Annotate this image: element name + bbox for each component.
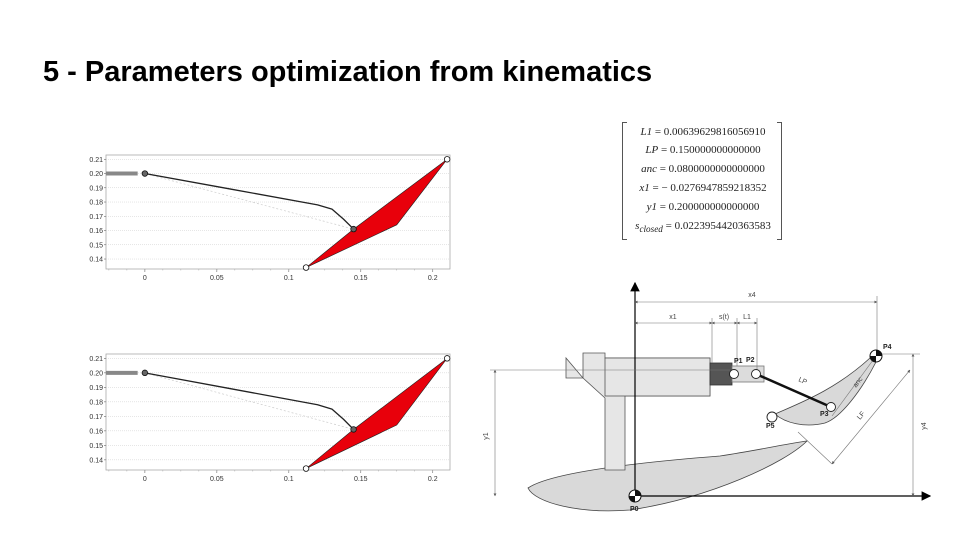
label-p5: P5: [766, 423, 775, 430]
joint-point: [350, 426, 357, 433]
y-tick-label: 0.19: [89, 385, 103, 392]
label-p0: P0: [630, 506, 639, 513]
y-tick-label: 0.14: [89, 257, 103, 264]
y-tick-label: 0.20: [89, 171, 103, 178]
y-tick-label: 0.16: [89, 228, 103, 235]
joint-p5: [766, 411, 778, 423]
label-x4: x4: [748, 292, 756, 299]
x-tick-label: 0.05: [210, 476, 224, 483]
x-tick-label: 0.05: [210, 275, 224, 282]
y-tick-label: 0.17: [89, 214, 103, 221]
param-anc: anc = 0.0800000000000000: [641, 163, 765, 175]
label-p1: P1: [734, 358, 743, 365]
x-tick-label: 0.2: [428, 476, 438, 483]
joint-point: [350, 225, 357, 233]
x-tick-label: 0.1: [284, 476, 294, 483]
joint-point: [141, 170, 149, 177]
matrix-left-bracket: [622, 122, 627, 240]
joint-point: [302, 264, 310, 271]
y-tick-label: 0.20: [89, 370, 103, 377]
x-tick-label: 0.15: [354, 275, 368, 282]
x-tick-label: 0: [143, 275, 147, 282]
housing-body: [604, 357, 711, 397]
param-s-closed: sclosed = 0.0223954420363583: [635, 220, 771, 235]
dimension-lines: [490, 296, 920, 497]
main-airfoil: [527, 440, 809, 512]
y-tick-label: 0.14: [89, 457, 103, 464]
matrix-right-bracket: [777, 122, 782, 240]
joint-p0: [628, 489, 642, 503]
y-tick-label: 0.18: [89, 200, 103, 207]
label-p2: P2: [746, 357, 755, 364]
label-y4: y4: [921, 422, 928, 430]
y-tick-label: 0.16: [89, 428, 103, 435]
param-y1: y1 = 0.200000000000000: [646, 201, 760, 213]
param-lp: LP = 0.150000000000000: [645, 144, 761, 156]
x-tick-label: 0.1: [284, 275, 294, 282]
trajectory-curve: [144, 172, 355, 230]
y-tick-label: 0.21: [89, 157, 103, 164]
param-x1: x1 = − 0.0276947859218352: [639, 182, 767, 194]
label-lp: LP: [797, 376, 808, 386]
y-tick-label: 0.21: [89, 356, 103, 363]
mechanism-diagram: x4 x1 s(t) L1 y1 y4 LP anc LF P1 P2 P3 P…: [483, 281, 932, 513]
joint-p1: [729, 369, 739, 379]
label-p4: P4: [883, 344, 892, 351]
trajectory-plot-top: 0.14 0.15 0.16 0.17 0.18 0.19 0.20 0.21 0 0.05 0.1…: [89, 154, 451, 282]
trajectory-curve: [144, 372, 355, 430]
x-tick-label: 0.15: [354, 476, 368, 483]
slide-title: 5 - Parameters optimization from kinemat…: [43, 56, 653, 88]
actuator-block: [709, 362, 733, 386]
y-tick-label: 0.19: [89, 185, 103, 192]
parameters-matrix: L1 = 0.00639629816056910 LP = 0.15000000…: [620, 120, 782, 242]
joint-point: [141, 369, 149, 377]
joint-point: [443, 355, 451, 362]
joint-point: [302, 465, 310, 472]
joint-p2: [751, 369, 761, 379]
joint-point: [443, 156, 451, 163]
link-lp: [755, 372, 832, 409]
label-y1: y1: [483, 432, 490, 440]
label-p3: P3: [820, 411, 829, 418]
y-tick-label: 0.18: [89, 399, 103, 406]
label-x1: x1: [669, 314, 677, 321]
dashed-guide: [144, 372, 354, 430]
y-tick-label: 0.15: [89, 443, 103, 450]
trajectory-plot-bottom: 0.14 0.15 0.16 0.17 0.18 0.19 0.20 0.21 0 0.05 0.1…: [89, 353, 451, 483]
label-l1: L1: [743, 314, 751, 321]
param-l1: L1 = 0.00639629816056910: [640, 126, 766, 138]
label-s: s(t): [719, 314, 729, 321]
y-tick-label: 0.15: [89, 242, 103, 249]
x-tick-label: 0: [143, 476, 147, 483]
label-lf: LF: [856, 411, 867, 422]
joint-p3: [826, 402, 836, 412]
y-tick-label: 0.17: [89, 414, 103, 421]
joint-p4: [869, 349, 883, 363]
x-tick-label: 0.2: [428, 275, 438, 282]
